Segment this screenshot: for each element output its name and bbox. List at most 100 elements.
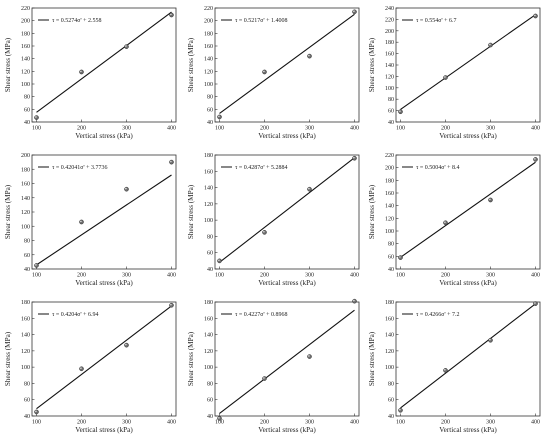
data-point-marker	[533, 157, 538, 162]
data-point	[124, 342, 129, 348]
x-tick-label: 200	[260, 273, 269, 279]
data-point	[217, 114, 222, 120]
x-axis-title: Vertical stress (kPa)	[439, 426, 497, 434]
data-point-highlight	[308, 355, 310, 357]
y-axis-title: Shear stress (MPa)	[187, 331, 195, 386]
y-tick-label: 100	[21, 365, 30, 371]
x-tick-label: 300	[486, 273, 495, 279]
chart-svg: 40 60 80 100 120 140 160 180 200 220 100 200 300 400 V…	[4, 6, 177, 140]
x-tick-label: 100	[396, 126, 405, 132]
data-point-marker	[79, 69, 84, 75]
y-axis-title: Shear stress (MPa)	[368, 37, 376, 92]
y-tick-label: 40	[388, 120, 394, 126]
data-point-marker	[34, 263, 39, 268]
x-tick-label: 300	[122, 273, 131, 279]
data-point	[307, 53, 312, 59]
chart-svg: 40 60 80 100 120 140 160 180 200 220 100 200 300 400 V…	[368, 153, 541, 287]
data-point-marker	[352, 155, 357, 161]
data-point-marker	[443, 75, 448, 80]
x-tick-label: 300	[486, 126, 495, 132]
data-point-marker	[352, 9, 357, 15]
data-point-highlight	[489, 43, 491, 46]
legend-label: τ = 0.4266σ' + 7.2	[416, 312, 460, 318]
data-point	[34, 263, 39, 268]
data-point	[398, 255, 403, 260]
x-tick-label: 200	[77, 420, 86, 426]
y-tick-label: 80	[24, 95, 30, 101]
legend-label: τ = 0.42041σ' + 3.7736	[52, 165, 108, 171]
data-point-highlight	[170, 160, 172, 163]
x-tick-label: 100	[32, 420, 41, 426]
y-tick-label: 80	[207, 234, 213, 240]
chart-panel-1: 40 60 80 100 120 140 160 180 200 220 100 200 300 400 V…	[0, 0, 180, 144]
x-tick-label: 300	[305, 273, 314, 279]
data-point-highlight	[534, 158, 536, 160]
y-tick-label: 100	[21, 82, 30, 88]
data-point-highlight	[125, 343, 127, 346]
y-tick-label: 120	[385, 216, 394, 222]
plot-frame	[395, 301, 541, 417]
data-point	[443, 368, 448, 373]
data-point-marker	[307, 186, 312, 192]
data-point-marker	[533, 301, 538, 306]
y-tick-label: 140	[21, 333, 30, 339]
data-point-marker	[169, 159, 174, 165]
data-point-highlight	[399, 256, 401, 258]
data-point-marker	[124, 342, 129, 348]
x-tick-label: 300	[305, 420, 314, 426]
y-tick-label: 80	[388, 242, 394, 248]
y-tick-label: 60	[24, 398, 30, 404]
data-point-highlight	[170, 303, 172, 306]
data-point-highlight	[534, 14, 536, 17]
data-point	[352, 298, 357, 304]
data-point	[124, 186, 129, 192]
chart-panel-5: 40 60 80 100 120 140 160 180 100 200 300 400 Vertica…	[183, 147, 363, 291]
x-tick-label: 200	[260, 126, 269, 132]
x-tick-label: 200	[441, 273, 450, 279]
y-tick-label: 100	[385, 365, 394, 371]
data-point	[533, 157, 538, 162]
plot-frame	[395, 154, 541, 270]
data-point	[352, 9, 357, 15]
plot-frame	[214, 7, 360, 123]
x-tick-label: 400	[350, 273, 359, 279]
y-axis-title: Shear stress (MPa)	[187, 37, 195, 92]
data-point-marker	[488, 197, 493, 203]
y-tick-label: 160	[204, 44, 213, 50]
y-tick-label: 180	[385, 300, 394, 306]
x-tick-label: 400	[167, 420, 176, 426]
y-tick-label: 180	[21, 167, 30, 173]
y-tick-label: 160	[21, 316, 30, 322]
x-tick-label: 400	[531, 126, 540, 132]
y-tick-label: 200	[385, 166, 394, 172]
y-tick-label: 180	[204, 300, 213, 306]
x-axis-title: Vertical stress (kPa)	[258, 426, 316, 434]
data-point	[307, 354, 312, 359]
y-tick-label: 60	[207, 107, 213, 113]
x-tick-label: 100	[32, 273, 41, 279]
data-point-marker	[217, 114, 222, 120]
y-tick-label: 40	[207, 267, 213, 273]
data-point	[443, 75, 448, 80]
data-point-marker	[79, 219, 84, 225]
fit-line	[219, 309, 355, 414]
x-axis-title: Vertical stress (kPa)	[75, 279, 133, 287]
chart-svg: 40 60 80 100 120 140 160 180 100 200 300 400 Vertica…	[4, 300, 177, 434]
y-tick-label: 120	[204, 69, 213, 75]
data-point	[217, 258, 222, 264]
x-tick-label: 400	[350, 126, 359, 132]
y-axis-title: Shear stress (MPa)	[4, 37, 12, 92]
y-tick-label: 40	[207, 414, 213, 420]
data-point-highlight	[218, 259, 220, 262]
data-point-marker	[262, 69, 267, 75]
y-tick-label: 100	[385, 229, 394, 235]
y-tick-label: 140	[204, 186, 213, 192]
data-point-marker	[352, 298, 357, 304]
y-tick-label: 60	[207, 398, 213, 404]
y-tick-label: 200	[204, 19, 213, 25]
x-tick-label: 200	[441, 420, 450, 426]
data-point-highlight	[353, 156, 355, 159]
y-axis-title: Shear stress (MPa)	[4, 331, 12, 386]
fit-line	[36, 305, 172, 410]
data-point	[398, 408, 403, 413]
